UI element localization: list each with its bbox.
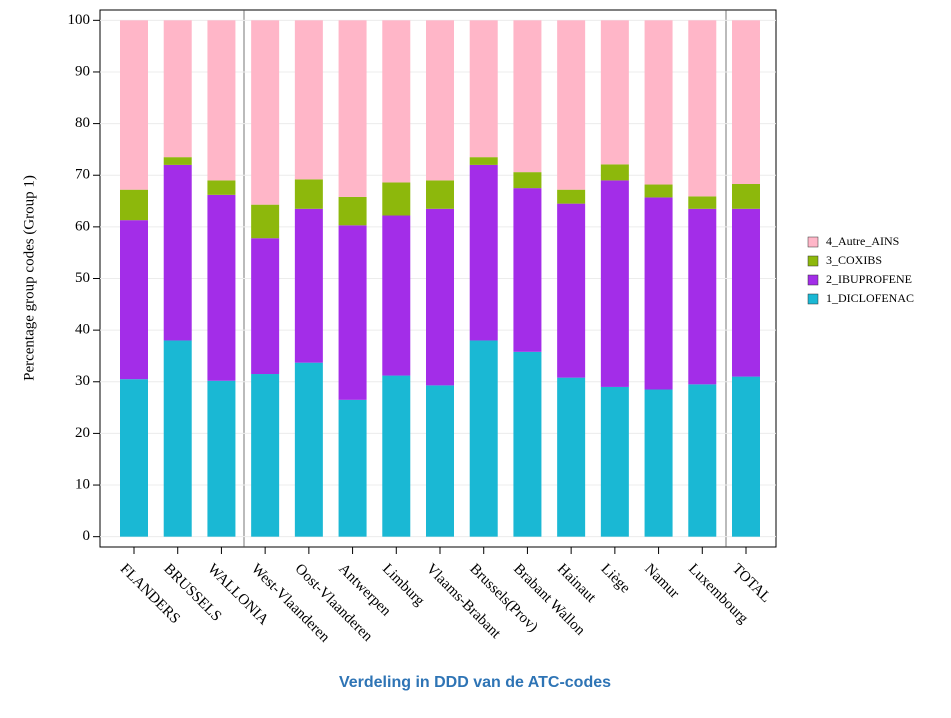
bar-segment xyxy=(207,194,236,381)
bar-segment xyxy=(163,340,192,537)
bar-segment xyxy=(120,220,148,380)
bar-segment xyxy=(251,238,280,375)
bar-segment xyxy=(513,188,542,352)
bar-segment xyxy=(207,380,236,537)
y-tick-label: 60 xyxy=(75,218,90,234)
bar-segment xyxy=(644,197,673,390)
bar-segment xyxy=(382,20,411,183)
y-tick-label: 30 xyxy=(75,373,90,389)
bar-segment xyxy=(600,20,629,165)
bar-segment xyxy=(163,157,192,165)
bar-segment xyxy=(251,204,280,239)
x-tick-label: Liège xyxy=(598,561,634,597)
bar-segment xyxy=(294,179,323,209)
bar-segment xyxy=(294,20,323,180)
legend-swatch xyxy=(807,236,819,248)
y-tick-label: 70 xyxy=(75,167,90,183)
bar-segment xyxy=(163,20,192,158)
bar-segment xyxy=(120,20,148,190)
bar-segment xyxy=(513,20,542,173)
bar-segment xyxy=(688,20,717,197)
y-tick-label: 90 xyxy=(75,63,90,79)
bar-segment xyxy=(644,184,673,198)
bar-segment xyxy=(163,164,192,341)
bar-segment xyxy=(557,377,586,537)
bar-segment xyxy=(382,215,411,376)
y-tick-label: 40 xyxy=(75,322,90,338)
bar-segment xyxy=(469,157,498,165)
y-tick-label: 100 xyxy=(68,12,91,28)
bar-segment xyxy=(513,351,542,537)
bar-segment xyxy=(469,20,498,158)
legend-swatch xyxy=(807,255,819,267)
bar-segment xyxy=(251,374,280,537)
bar-segment xyxy=(120,189,148,221)
bar-segment xyxy=(426,20,454,181)
bar-segment xyxy=(469,340,498,537)
bar-segment xyxy=(732,208,760,377)
legend-label: 4_Autre_AINS xyxy=(826,234,899,248)
bar-segment xyxy=(338,196,367,226)
bar-segment xyxy=(426,208,454,386)
bar-segment xyxy=(644,20,673,185)
bar-segment xyxy=(600,386,629,537)
bar-segment xyxy=(644,389,673,537)
bar-segment xyxy=(382,182,411,216)
bar-segment xyxy=(338,20,367,197)
bar-segment xyxy=(426,385,454,537)
bar-segment xyxy=(600,180,629,387)
bar-segment xyxy=(382,375,411,537)
bar-segment xyxy=(557,189,586,204)
x-tick-label: West-Vlaanderen xyxy=(248,561,333,646)
y-tick-label: 80 xyxy=(75,115,90,131)
bar-segment xyxy=(732,20,760,185)
bar-segment xyxy=(426,180,454,209)
bar-segment xyxy=(688,196,717,209)
bar-segment xyxy=(294,362,323,537)
bar-segment xyxy=(251,20,280,205)
bar-segment xyxy=(600,164,629,181)
legend-label: 3_COXIBS xyxy=(826,253,882,267)
bar-segment xyxy=(513,172,542,189)
legend-swatch xyxy=(807,274,819,286)
x-tick-label: Oost-Vlaanderen xyxy=(292,561,376,645)
bar-segment xyxy=(207,20,236,181)
bar-segment xyxy=(732,184,760,209)
legend-label: 1_DICLOFENAC xyxy=(826,291,914,305)
bar-segment xyxy=(338,225,367,400)
x-tick-label: Vlaams-Brabant xyxy=(423,561,504,642)
legend-label: 2_IBUPROFENE xyxy=(826,272,912,286)
bar-segment xyxy=(557,20,586,190)
bar-segment xyxy=(557,203,586,378)
y-tick-label: 10 xyxy=(75,476,90,492)
bar-segment xyxy=(207,180,236,195)
bar-segment xyxy=(294,208,323,363)
bar-segment xyxy=(688,384,717,537)
legend-swatch xyxy=(807,293,819,305)
y-tick-label: 20 xyxy=(75,425,90,441)
bar-segment xyxy=(120,379,148,537)
chart-title: Verdeling in DDD van de ATC-codes xyxy=(339,674,611,691)
y-tick-label: 0 xyxy=(83,528,91,544)
bar-segment xyxy=(732,376,760,537)
y-axis-label: Percentage group codes (Group 1) xyxy=(21,175,37,381)
bar-segment xyxy=(688,208,717,385)
bar-segment xyxy=(469,164,498,341)
x-tick-label: Namur xyxy=(641,561,682,602)
bar-segment xyxy=(338,399,367,537)
y-tick-label: 50 xyxy=(75,270,90,286)
